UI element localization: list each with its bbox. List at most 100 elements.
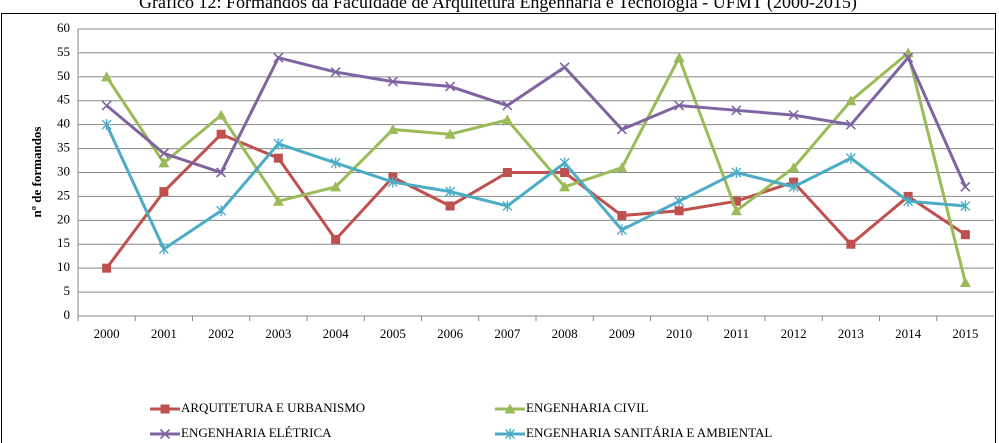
marker <box>674 206 684 216</box>
y-axis-label: nº de formandos <box>29 127 44 218</box>
marker <box>788 110 799 121</box>
x-tick-label: 2001 <box>151 326 177 341</box>
marker <box>731 167 742 178</box>
marker <box>216 205 227 217</box>
marker <box>616 162 628 173</box>
x-tick-label: 2007 <box>494 326 521 341</box>
marker <box>101 119 112 131</box>
x-tick-label: 2013 <box>838 326 864 341</box>
x-tick-label: 2012 <box>781 326 807 341</box>
marker <box>158 243 169 255</box>
marker <box>617 211 627 221</box>
marker <box>731 196 741 206</box>
marker <box>960 181 971 192</box>
marker <box>216 129 226 139</box>
marker <box>788 181 799 193</box>
marker <box>272 195 284 206</box>
marker <box>330 181 342 192</box>
y-tick-label: 60 <box>57 20 70 35</box>
marker <box>160 404 170 414</box>
chart-title: Gráfico 12: Formandos da Faculdade de Ar… <box>139 0 857 13</box>
marker <box>444 128 456 139</box>
marker <box>331 234 341 244</box>
y-tick-label: 55 <box>57 44 70 59</box>
marker <box>505 428 515 440</box>
y-tick-label: 5 <box>64 283 71 298</box>
marker <box>273 52 284 63</box>
marker <box>504 403 516 414</box>
legend-label: ARQUITETURA E URBANISMO <box>181 400 365 415</box>
marker <box>158 148 169 159</box>
x-tick-label: 2008 <box>552 326 578 341</box>
x-tick-label: 2006 <box>437 326 464 341</box>
x-tick-label: 2005 <box>380 326 406 341</box>
marker <box>445 201 455 211</box>
marker <box>502 100 513 111</box>
y-tick-label: 0 <box>64 307 71 322</box>
marker <box>788 162 800 173</box>
y-tick-label: 40 <box>57 116 70 131</box>
marker <box>502 168 512 177</box>
y-tick-label: 15 <box>57 235 70 250</box>
y-tick-label: 30 <box>57 163 70 178</box>
marker <box>560 168 570 177</box>
marker <box>960 200 971 212</box>
marker <box>215 109 227 120</box>
marker <box>445 81 456 92</box>
marker <box>330 157 341 169</box>
marker <box>903 195 914 207</box>
legend-label: ENGENHARIA SANITÁRIA E AMBIENTAL <box>526 425 772 440</box>
x-tick-label: 2014 <box>895 326 922 341</box>
marker <box>730 205 742 216</box>
legend-label: ENGENHARIA ELÉTRICA <box>181 425 332 440</box>
marker <box>387 123 399 134</box>
marker <box>616 224 627 236</box>
marker <box>387 76 398 87</box>
y-tick-label: 50 <box>57 68 70 83</box>
x-tick-label: 2010 <box>666 326 692 341</box>
marker <box>616 124 627 135</box>
x-tick-label: 2000 <box>94 326 120 341</box>
marker <box>903 52 914 63</box>
marker <box>502 200 513 212</box>
marker <box>559 181 571 192</box>
marker <box>960 230 970 240</box>
x-tick-label: 2015 <box>952 326 978 341</box>
marker <box>387 176 398 188</box>
marker <box>845 95 857 106</box>
marker <box>158 157 170 168</box>
x-tick-label: 2004 <box>323 326 350 341</box>
marker <box>673 52 685 63</box>
marker <box>731 105 742 116</box>
series-line <box>105 54 967 188</box>
marker <box>846 239 856 249</box>
y-tick-label: 10 <box>57 259 70 274</box>
y-tick-label: 25 <box>57 187 70 202</box>
marker <box>445 186 456 198</box>
y-tick-label: 20 <box>57 211 70 226</box>
y-tick-label: 35 <box>57 140 70 155</box>
marker <box>216 167 227 178</box>
series-line <box>105 124 966 252</box>
series-line <box>105 132 967 270</box>
marker <box>845 152 856 164</box>
x-tick-label: 2011 <box>724 326 750 341</box>
marker <box>102 263 112 273</box>
marker <box>273 138 284 150</box>
y-tick-label: 45 <box>57 92 70 107</box>
marker <box>845 119 856 130</box>
series-line <box>105 50 967 283</box>
marker <box>501 114 513 125</box>
x-tick-label: 2002 <box>208 326 234 341</box>
marker <box>559 62 570 73</box>
marker <box>559 157 570 169</box>
marker <box>273 153 283 163</box>
marker <box>674 195 685 207</box>
marker <box>330 66 341 78</box>
marker <box>159 428 171 440</box>
marker <box>159 187 169 197</box>
marker <box>101 71 113 82</box>
marker <box>959 277 971 288</box>
chart-border <box>1 13 996 443</box>
